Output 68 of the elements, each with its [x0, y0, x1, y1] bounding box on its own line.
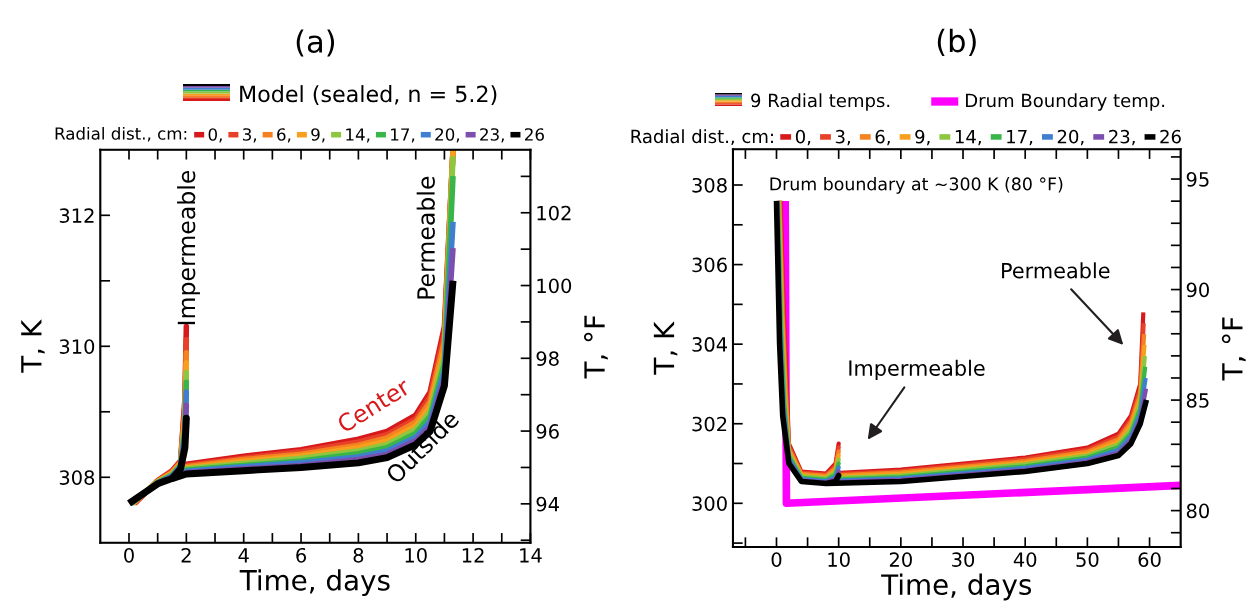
x-tick-label: 60: [1138, 552, 1161, 567]
legend-label: 6,: [875, 129, 890, 146]
y-tick-label: 302: [692, 416, 727, 432]
legend-label: 3,: [243, 128, 257, 143]
y2-axis-title: T, °F: [1221, 317, 1246, 381]
y2-tick-label: 98: [536, 351, 559, 366]
legend-title: Radial dist., cm:: [631, 129, 773, 146]
x-tick-label: 20: [889, 552, 912, 567]
x-tick-label: 10: [405, 547, 427, 563]
x-tick-label: 0: [771, 552, 782, 567]
x-tick-label: 4: [238, 548, 249, 563]
x-tick-label: 2: [181, 547, 191, 563]
x-axis-title: Time, days: [239, 569, 390, 597]
chart-title: (b): [937, 28, 976, 57]
legend-label: 14,: [955, 130, 981, 146]
y-tick-label: 306: [692, 257, 727, 273]
y-tick-label: 300: [692, 496, 727, 511]
y2-tick-label: 95: [1186, 172, 1209, 187]
y-axis-title: T, K: [21, 319, 45, 373]
legend-label: 20,: [1057, 129, 1084, 146]
legend-label: 23,: [1109, 129, 1135, 146]
x-tick-label: 6: [296, 547, 306, 563]
text: Model (sealed, n = 5.2): [240, 85, 497, 105]
x-axis-title: Time, days: [881, 573, 1032, 601]
legend-label: 3,: [835, 129, 850, 146]
y2-tick-label: 100: [537, 278, 572, 294]
legend-label: 0,: [208, 128, 222, 143]
legend-title: Radial dist., cm:: [55, 126, 187, 142]
legend-label: 6,: [277, 128, 291, 143]
legend-label: Drum Boundary temp.: [966, 93, 1165, 111]
y2-tick-label: 85: [1186, 393, 1209, 408]
annotation: Impermeable: [177, 170, 200, 325]
y2-tick-label: 102: [537, 205, 571, 221]
legend-label: 26: [525, 128, 544, 141]
y-tick-label: 308: [59, 470, 95, 485]
legend-label: 14,: [346, 128, 370, 143]
x-tick-label: 14: [520, 548, 542, 563]
y-axis-title: T, K: [653, 321, 678, 375]
x-tick-label: 40: [1013, 552, 1037, 567]
x-tick-label: 0: [124, 547, 134, 563]
x-tick-label: 30: [952, 552, 975, 567]
x-tick-label: 12: [462, 547, 484, 563]
chart-title: (a): [296, 29, 335, 57]
annotation: Permeable: [416, 176, 435, 299]
legend-label: 20,: [435, 128, 459, 143]
legend-label: 0,: [795, 129, 811, 146]
y-tick-label: 310: [59, 339, 95, 354]
y2-axis-title: T, °F: [584, 315, 608, 379]
x-tick-label: 8: [353, 547, 364, 563]
legend-label: 23,: [480, 128, 504, 143]
legend-label: 9,: [311, 128, 325, 143]
legend-label: 26: [1160, 129, 1181, 144]
y-tick-label: 304: [692, 337, 728, 352]
x-tick-label: 10: [828, 552, 850, 567]
y2-tick-label: 94: [536, 496, 559, 512]
annotation: Permeable: [1002, 262, 1110, 279]
y2-tick-label: 96: [536, 424, 559, 439]
y-tick-label: 312: [59, 208, 94, 223]
x-tick-label: 50: [1076, 552, 1099, 567]
annotation: Impermeable: [849, 359, 985, 380]
annotation: Drum boundary at ~300 K (80 °F): [770, 177, 1063, 194]
y2-tick-label: 80: [1186, 503, 1209, 519]
text: 9 Radial temps.: [751, 93, 890, 111]
legend-label: 17,: [1007, 130, 1033, 146]
legend-label: 9,: [915, 129, 930, 146]
y2-tick-label: 90: [1186, 282, 1209, 298]
y-tick-label: 308: [692, 177, 727, 193]
legend-label: 17,: [391, 128, 415, 143]
